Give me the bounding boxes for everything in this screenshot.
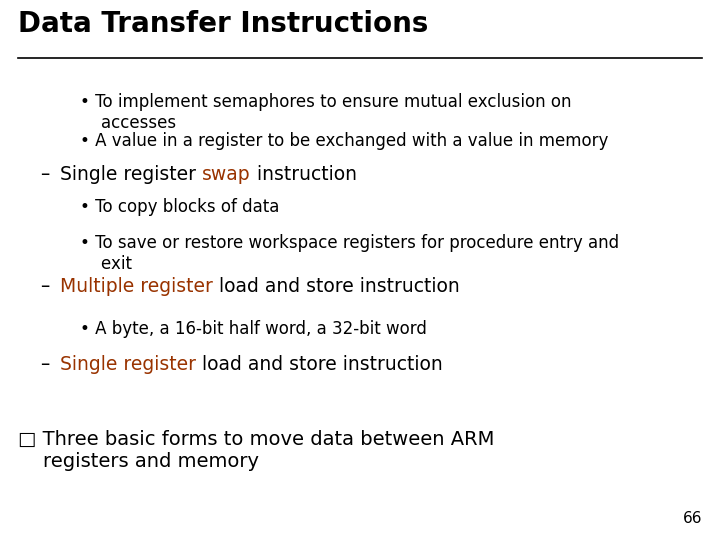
Text: • A value in a register to be exchanged with a value in memory: • A value in a register to be exchanged …	[80, 132, 608, 150]
Text: • To copy blocks of data: • To copy blocks of data	[80, 198, 279, 216]
Text: load and store instruction: load and store instruction	[196, 355, 443, 374]
Text: Data Transfer Instructions: Data Transfer Instructions	[18, 10, 428, 38]
Text: instruction: instruction	[251, 165, 356, 184]
Text: 66: 66	[683, 511, 702, 526]
Text: Multiple register: Multiple register	[60, 277, 213, 296]
Text: Single register: Single register	[60, 165, 202, 184]
Text: load and store instruction: load and store instruction	[213, 277, 459, 296]
Text: –: –	[40, 277, 49, 296]
Text: • To implement semaphores to ensure mutual exclusion on
    accesses: • To implement semaphores to ensure mutu…	[80, 93, 572, 132]
Text: • A byte, a 16-bit half word, a 32-bit word: • A byte, a 16-bit half word, a 32-bit w…	[80, 320, 427, 338]
Text: Single register: Single register	[60, 355, 196, 374]
Text: □ Three basic forms to move data between ARM
    registers and memory: □ Three basic forms to move data between…	[18, 430, 495, 471]
Text: –: –	[40, 165, 49, 184]
Text: swap: swap	[202, 165, 251, 184]
Text: • To save or restore workspace registers for procedure entry and
    exit: • To save or restore workspace registers…	[80, 234, 619, 273]
Text: –: –	[40, 355, 49, 374]
